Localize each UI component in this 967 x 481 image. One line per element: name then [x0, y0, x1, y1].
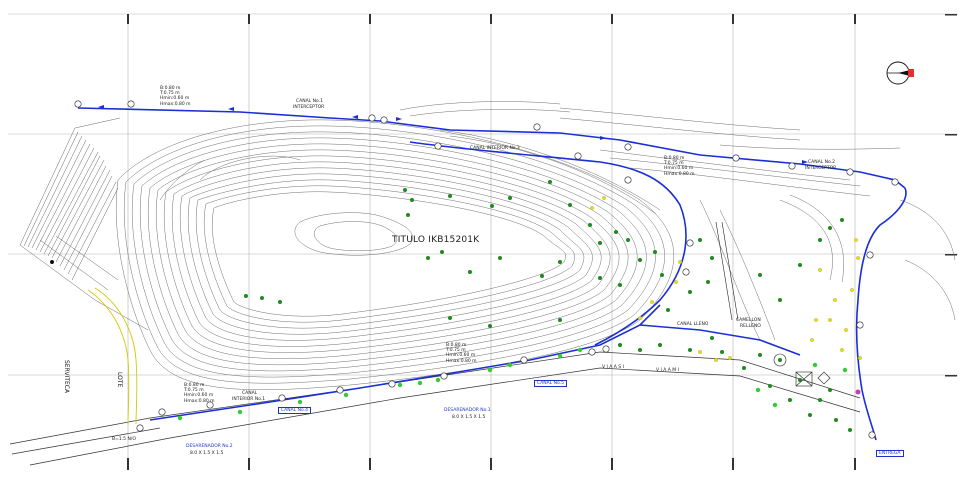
- label-via-2: V I A A M I: [656, 368, 679, 373]
- spec-3-line: B:0.80 m: [184, 383, 205, 388]
- spec-4-line: Hmin:0.60 m: [446, 353, 476, 359]
- drainage-channels: [77, 107, 907, 441]
- label-desarenador-1: DESARENADOR No.1: [444, 408, 491, 413]
- spec-4-line: Hmax:0.80 m: [446, 358, 477, 364]
- label-via-1: V I A A S I: [602, 365, 624, 370]
- spec-block-4: B:0.80 m T:0.75 m Hmin:0.60 m Hmax:0.80 …: [446, 343, 477, 364]
- label-canal-1: CANAL No.1: [296, 99, 323, 104]
- trees-yellow: [590, 196, 862, 362]
- access-road: [87, 287, 138, 426]
- spec-4-line: T:0.75 m: [446, 348, 466, 354]
- label-desarenador-1-dim: 8.0 X 1.5 X 1.5: [452, 415, 486, 420]
- label-entrega: ENTREGA: [876, 450, 904, 457]
- label-canal-box: CANAL No.4: [278, 407, 311, 414]
- north-arrow-icon: [886, 61, 914, 85]
- trees-green: [244, 180, 852, 432]
- spec-2-line: T:0.75 m: [664, 161, 684, 167]
- contour-lines: [115, 101, 956, 391]
- survey-point: [50, 260, 54, 264]
- label-servitecca: SERVITECA: [63, 360, 70, 394]
- label-camellon-sub: RELLENO: [740, 324, 761, 329]
- stations: [74, 100, 899, 439]
- site-title: TITULO IKB15201K: [392, 235, 480, 245]
- structures: [715, 221, 831, 387]
- grid-lines: [8, 13, 958, 470]
- channel-arrows: [98, 105, 808, 164]
- spec-2-line: Hmin:0.60 m: [664, 166, 694, 172]
- label-lote: LOTE: [116, 372, 123, 388]
- spec-block-1: B:0.80 m T:0.75 m Hmin:0.60 m Hmax:0.80 …: [160, 86, 191, 107]
- slope-hatching: [19, 117, 149, 331]
- spec-3-line: Hmin:0.60 m: [184, 393, 214, 399]
- spec-1-line: B:0.80 m: [160, 86, 181, 91]
- label-canal-2-sub: INTERCEPTOR: [805, 166, 837, 171]
- label-canal-interior-3: CANAL INTERIOR No.3: [470, 146, 520, 151]
- grid-ticks: [127, 14, 957, 470]
- spec-1-line: T:0.75 m: [160, 91, 180, 97]
- label-canal-lower: CANAL: [242, 391, 258, 396]
- label-canal-lower-sub: INTERIOR No.1: [232, 397, 266, 402]
- label-desarenador-2: DESARENADOR No.2: [186, 444, 233, 449]
- label-canal-lleno: CANAL LLENO: [677, 322, 709, 327]
- marker-point: [855, 389, 861, 395]
- label-canal-2: CANAL No.2: [808, 160, 835, 165]
- label-canal-5: CANAL No.5: [534, 380, 567, 387]
- label-desarenador-2-dim: 8.0 X 1.5 X 1.5: [190, 451, 224, 456]
- spec-1-line: Hmax:0.80 m: [160, 101, 191, 107]
- label-b-spec: B=1.5 N/O: [112, 437, 136, 442]
- spec-block-2: B:0.80 m T:0.75 m Hmin:0.60 m Hmax:0.80 …: [664, 156, 695, 177]
- spec-4-line: B:0.80 m: [446, 343, 467, 348]
- spec-2-line: Hmax:0.80 m: [664, 171, 695, 177]
- spec-block-3: B:0.80 m T:0.75 m Hmin:0.60 m Hmax:0.80 …: [184, 383, 215, 404]
- label-camellon: CAMELLON: [736, 318, 761, 323]
- spec-2-line: B:0.80 m: [664, 156, 685, 161]
- spec-1-line: Hmin:0.60 m: [160, 96, 190, 102]
- trees-light: [177, 347, 848, 421]
- label-canal-1-sub: INTERCEPTOR: [293, 105, 325, 110]
- spec-3-line: Hmax:0.80 m: [184, 398, 215, 404]
- spec-3-line: T:0.75 m: [184, 388, 204, 394]
